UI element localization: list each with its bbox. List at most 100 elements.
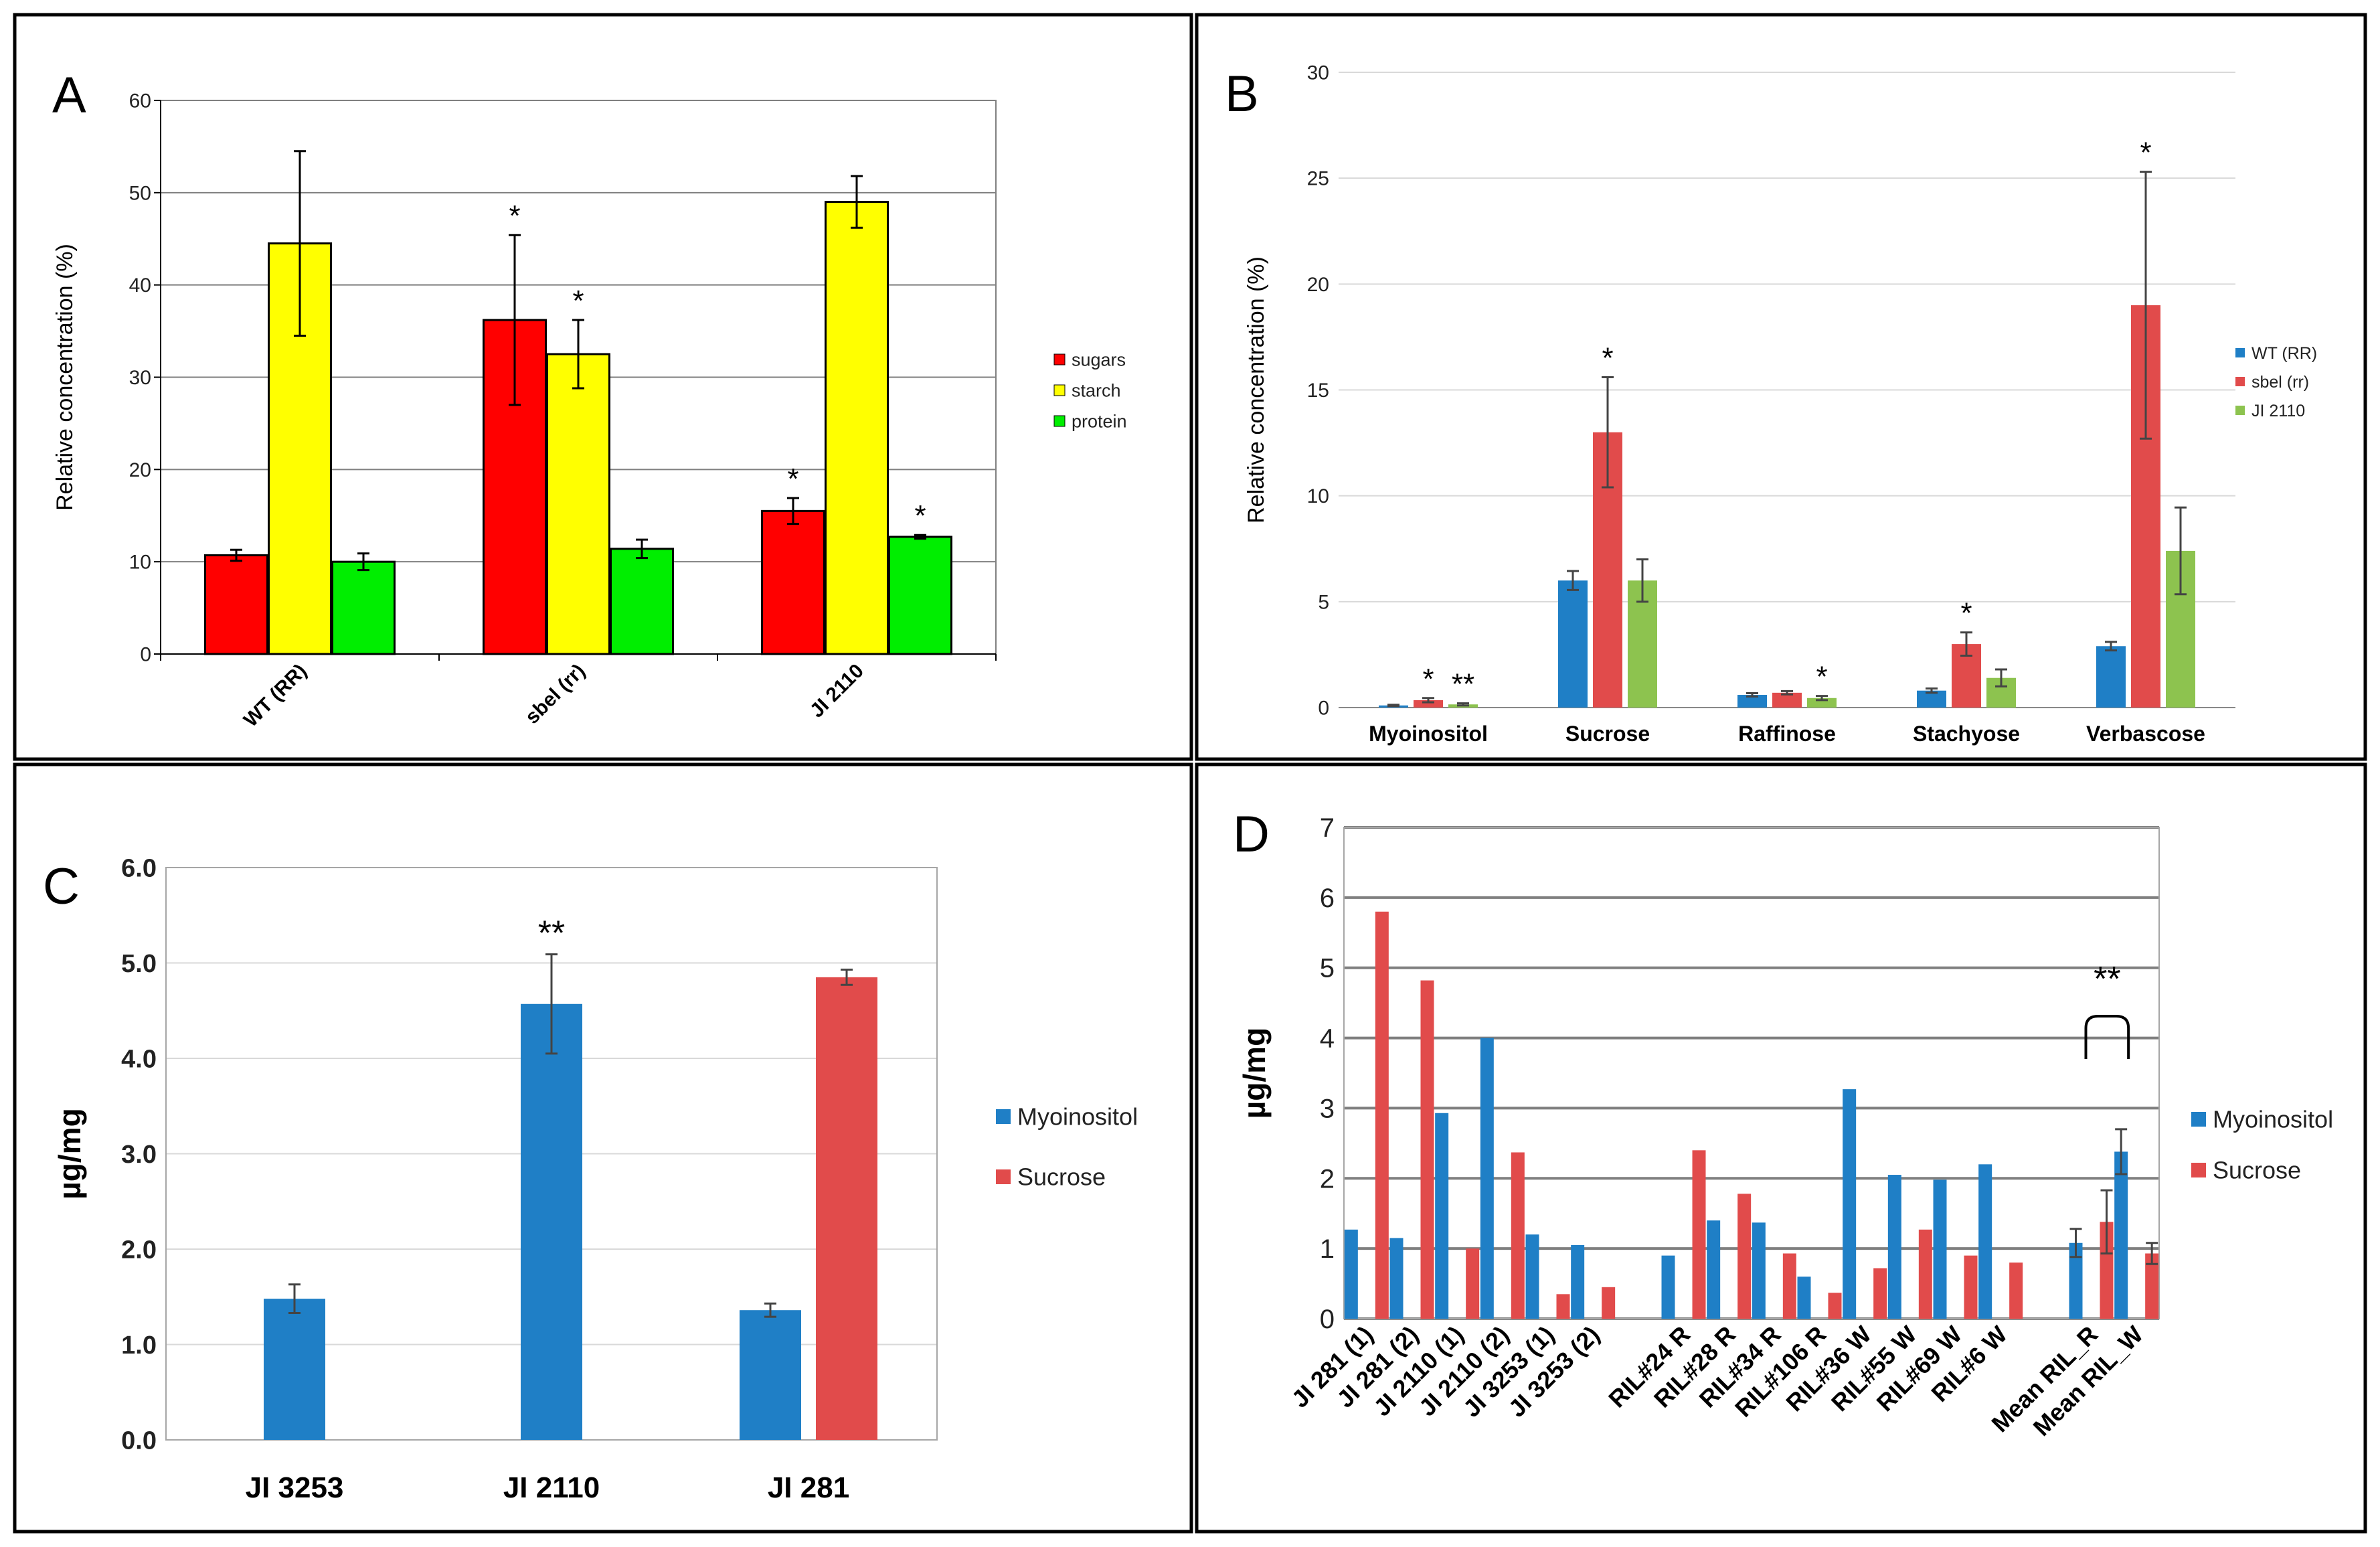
significance-star: *: [2140, 137, 2151, 169]
y-tick-label: 7: [1320, 813, 1335, 843]
y-tick-label: 5: [1320, 954, 1335, 983]
legend-swatch-ji-2110: [2235, 406, 2245, 415]
y-tick-label: 2.0: [121, 1236, 157, 1264]
bar-myoinositol-ril-6-w: [1978, 1164, 1992, 1319]
legend-label-ji-2110: JI 2110: [2251, 402, 2305, 420]
bar-myoinositol-mean-ril-w: [2114, 1151, 2128, 1319]
panel-a-letter: A: [52, 67, 86, 124]
bar-protein-sbel-rr: [610, 548, 674, 655]
y-tick-label: 0: [140, 644, 151, 666]
legend-swatch-sbel-rr: [2235, 377, 2245, 386]
y-tick-label: 4.0: [121, 1045, 157, 1073]
bar-myoinositol-mean-ril-r: [2069, 1242, 2083, 1319]
bar-sucrose-ril-106-r: [1828, 1293, 1842, 1319]
legend-label-sugars: sugars: [1072, 349, 1126, 370]
significance-star: *: [1816, 661, 1827, 694]
panel-d-letter: D: [1233, 806, 1270, 863]
y-tick-label: 1: [1320, 1234, 1335, 1264]
y-axis-label: Relative concentration (%): [1244, 256, 1269, 523]
bar-sucrose-ril-24-r: [1692, 1150, 1706, 1319]
panel-d-frame: [1195, 762, 2367, 1534]
y-tick-label: 2: [1320, 1164, 1335, 1194]
bar-sucrose-ril-36-w: [1873, 1268, 1887, 1319]
bar-myoinositol-ril-69-w: [1933, 1179, 1947, 1319]
bar-myoinositol-ril-106-r: [1797, 1277, 1811, 1319]
significance-star: *: [1960, 597, 1972, 630]
bar-myoinositol-ji-281-1: [1344, 1229, 1358, 1319]
bar-wt-rr-sucrose: [1558, 580, 1588, 708]
category-label: JI 3253: [246, 1471, 344, 1504]
y-tick-label: 1.0: [121, 1331, 157, 1360]
legend-swatch-sucrose: [996, 1169, 1011, 1184]
plot-frame: [1343, 827, 2160, 1319]
bar-myoinositol-ji-2110-1: [1435, 1113, 1449, 1319]
y-tick-label: 6.0: [121, 854, 157, 882]
y-tick-label: 60: [129, 90, 151, 112]
bar-protein-wt-rr: [331, 560, 396, 655]
y-tick-label: 3.0: [121, 1141, 157, 1169]
y-tick-label: 4: [1320, 1024, 1335, 1054]
bar-protein-ji-2110: [888, 536, 952, 655]
bar-myoinositol-ril-28-r: [1707, 1220, 1721, 1319]
bar-sucrose-ji-3253-2: [1602, 1287, 1616, 1319]
bar-sucrose-ji-2110-1: [1466, 1248, 1480, 1319]
y-tick-label: 30: [129, 367, 151, 389]
legend-swatch-starch: [1053, 384, 1066, 396]
bar-sucrose-ji-2110-2: [1511, 1152, 1525, 1319]
y-tick-label: 0: [1318, 698, 1329, 720]
bar-myoinositol-ji-3253-2: [1571, 1244, 1585, 1319]
bar-myoinositol-ji-2110-2: [1480, 1038, 1494, 1319]
legend-swatch-myoinositol: [996, 1109, 1011, 1124]
y-tick-label: 6: [1320, 884, 1335, 913]
bar-sucrose-ji-281-1: [1375, 911, 1389, 1319]
y-tick-label: 3: [1320, 1094, 1335, 1123]
y-tick-label: 50: [129, 182, 151, 204]
significance-star: *: [1602, 342, 1613, 375]
bar-starch-ji-2110: [825, 201, 889, 655]
legend-label-wt-rr: WT (RR): [2251, 344, 2317, 363]
legend-swatch-sugars: [1053, 353, 1066, 365]
category-label: Myoinositol: [1369, 722, 1488, 746]
panel-b-frame: [1195, 13, 2367, 761]
legend-label-sbel-rr: sbel (rr): [2251, 373, 2309, 392]
bar-sugars-ji-2110: [761, 509, 825, 655]
category-label: JI 281: [768, 1471, 849, 1504]
bar-starch-sbel-rr: [546, 353, 610, 655]
significance-star: *: [509, 199, 520, 232]
bar-sucrose-ji-281-2: [1420, 980, 1434, 1319]
category-label: Stachyose: [1913, 722, 2020, 746]
bar-sucrose-ril-28-r: [1737, 1194, 1752, 1319]
bar-sugars-wt-rr: [204, 554, 268, 655]
y-tick-label: 30: [1307, 62, 1329, 84]
y-tick-label: 15: [1307, 380, 1329, 402]
bar-sucrose-mean-ril-r: [2100, 1222, 2114, 1319]
bar-sucrose-mean-ril-w: [2145, 1253, 2159, 1319]
y-axis-label: µg/mg: [1237, 1028, 1272, 1119]
panel-c-letter: C: [43, 858, 80, 915]
bar-ji-2110-raffinose: [1807, 698, 1837, 708]
significance-star: **: [1452, 668, 1474, 701]
significance-star: *: [572, 284, 584, 317]
bar-sucrose-ril-34-r: [1782, 1253, 1796, 1319]
bar-sucrose-ji-281: [816, 977, 877, 1440]
bar-myoinositol-ril-36-w: [1843, 1089, 1857, 1319]
bar-myoinositol-ril-55-w: [1887, 1175, 1901, 1319]
category-label: Sucrose: [1565, 722, 1650, 746]
y-tick-label: 20: [129, 459, 151, 481]
y-tick-label: 5.0: [121, 950, 157, 978]
y-tick-label: 5: [1318, 591, 1329, 613]
bar-sucrose-ril-55-w: [1918, 1229, 1932, 1319]
comparison-star: **: [2094, 960, 2120, 999]
y-axis-label: µg/mg: [52, 1108, 87, 1199]
y-tick-label: 0: [1320, 1305, 1335, 1334]
bar-myoinositol-ril-24-r: [1661, 1255, 1675, 1319]
y-tick-label: 10: [129, 552, 151, 574]
y-tick-label: 20: [1307, 274, 1329, 296]
significance-star: *: [914, 499, 926, 532]
bar-sucrose-ril-6-w: [2009, 1263, 2023, 1319]
legend-label-sucrose: Sucrose: [2213, 1157, 2301, 1184]
y-axis-label: Relative concentration (%): [52, 244, 78, 511]
panel-b-letter: B: [1225, 66, 1259, 123]
legend-label-sucrose: Sucrose: [1017, 1163, 1106, 1191]
